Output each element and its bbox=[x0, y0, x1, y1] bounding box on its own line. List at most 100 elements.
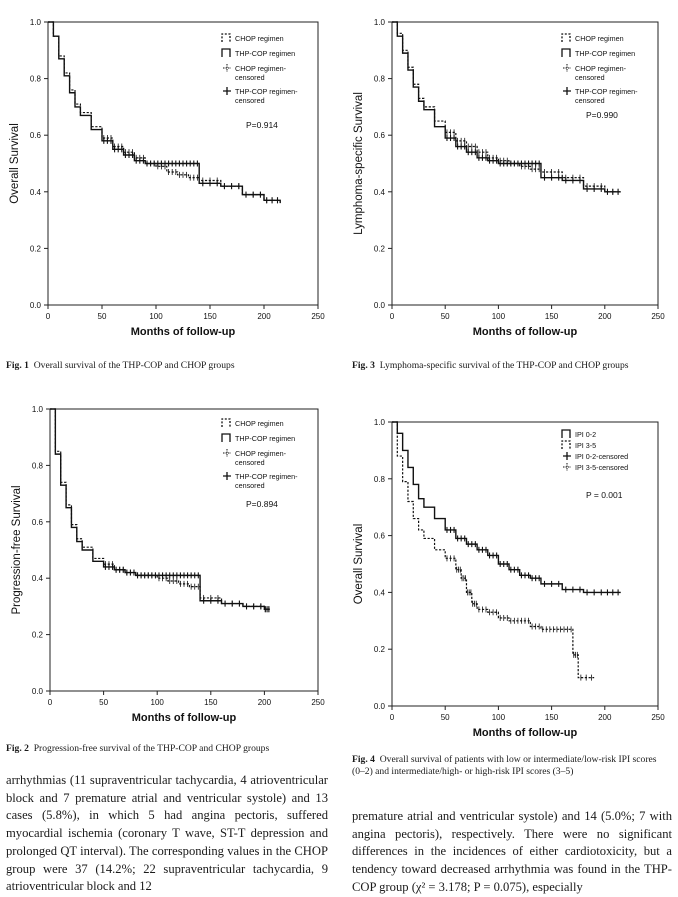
figure-1-plot: 0.0 0.2 0.4 0.6 0.8 1.0 0 50 100 150 200 250 Months … bbox=[0, 0, 330, 350]
x-tick-label: 0 bbox=[390, 312, 395, 321]
legend-censor-plus-icon bbox=[563, 452, 571, 460]
caption-fig4-label: Fig. 4 bbox=[352, 754, 375, 765]
legend-label: censored bbox=[235, 481, 265, 490]
legend: CHOP regimen THP-COP regimen CHOP regimen-… bbox=[561, 33, 638, 105]
y-tick-label: 0.2 bbox=[374, 244, 386, 253]
figure-2-plot: 0.0 0.2 0.4 0.6 0.8 1.0 0 50 100 150 200 250 Months … bbox=[0, 395, 330, 730]
y-axis-label: Overall Survival bbox=[9, 123, 21, 204]
legend-label: THP-COP regimen bbox=[575, 49, 635, 58]
y-tick-label: 0.0 bbox=[374, 702, 386, 711]
legend-label: censored bbox=[235, 458, 265, 467]
y-tick-label: 0.2 bbox=[32, 631, 44, 640]
x-tick-label: 100 bbox=[492, 713, 506, 722]
caption-fig2-label: Fig. 2 bbox=[6, 743, 29, 754]
legend-label: THP-COP regimen bbox=[235, 434, 295, 443]
caption-fig4: Fig. 4 Overall survival of patients with… bbox=[352, 754, 670, 778]
plot-frame bbox=[49, 408, 319, 692]
caption-fig2-text: Progression-free survival of the THP-COP… bbox=[33, 743, 270, 754]
legend-label: IPI 0-2 bbox=[575, 430, 596, 439]
y-tick-label: 0.8 bbox=[32, 461, 44, 470]
legend-censor-plus-icon bbox=[223, 87, 231, 95]
legend-label: CHOP regimen- bbox=[575, 64, 627, 73]
figure-3-plot: 0.0 0.2 0.4 0.6 0.8 1.0 0 50 100 150 200 250 Months … bbox=[340, 0, 670, 350]
survival-curve-1 bbox=[392, 421, 595, 679]
survival-curve-0 bbox=[392, 21, 621, 193]
x-tick-label: 50 bbox=[98, 312, 107, 321]
y-tick-label: 0.8 bbox=[374, 475, 386, 484]
x-tick-label: 250 bbox=[311, 698, 325, 707]
legend-label: CHOP regimen- bbox=[235, 64, 287, 73]
x-tick-label: 100 bbox=[149, 312, 163, 321]
figure-2-svg: 0.0 0.2 0.4 0.6 0.8 1.0 0 50 100 150 200 250 Months … bbox=[11, 405, 325, 724]
y-tick-label: 0.6 bbox=[32, 518, 44, 527]
figure-4-plot: 0.0 0.2 0.4 0.6 0.8 1.0 0 50 100 150 200 250 Months … bbox=[340, 410, 670, 745]
legend-line-sample bbox=[561, 440, 571, 449]
p-value-label: P=0.914 bbox=[246, 120, 278, 130]
body-text-right: premature atrial and ventricular systole… bbox=[352, 809, 672, 894]
y-tick-label: 0.6 bbox=[374, 131, 386, 140]
y-tick-label: 0.0 bbox=[32, 687, 44, 696]
plot-frame bbox=[391, 421, 659, 707]
y-tick-label: 1.0 bbox=[374, 418, 386, 427]
legend-label: THP-COP regimen- bbox=[235, 87, 298, 96]
survival-curve-1 bbox=[392, 21, 621, 193]
legend-line-sample bbox=[561, 33, 571, 42]
legend-label: THP-COP regimen bbox=[235, 49, 295, 58]
legend-label: IPI 0-2-censored bbox=[575, 452, 628, 461]
y-axis-label: Lymphoma-specific Survival bbox=[353, 92, 365, 235]
y-axis-label: Progression-free Survival bbox=[11, 485, 23, 614]
p-value-label: P=0.990 bbox=[586, 110, 618, 120]
legend-line-sample bbox=[221, 418, 231, 427]
caption-fig3-text: Lymphoma-specific survival of the THP-CO… bbox=[379, 360, 629, 371]
y-tick-label: 0.4 bbox=[30, 188, 42, 197]
caption-fig4-text: Overall survival of patients with low or… bbox=[352, 754, 657, 777]
legend-censor-dotted-icon bbox=[563, 64, 571, 72]
x-axis-label: Months of follow-up bbox=[131, 326, 236, 338]
x-tick-label: 250 bbox=[311, 312, 325, 321]
y-tick-label: 0.4 bbox=[374, 188, 386, 197]
y-tick-label: 1.0 bbox=[32, 405, 44, 414]
x-tick-label: 250 bbox=[651, 713, 665, 722]
survival-curve-1 bbox=[48, 21, 281, 204]
plot-frame bbox=[47, 21, 319, 306]
x-tick-label: 50 bbox=[441, 713, 450, 722]
legend: CHOP regimen THP-COP regimen CHOP regimen-… bbox=[221, 33, 298, 105]
y-tick-label: 0.2 bbox=[374, 645, 386, 654]
caption-fig2: Fig. 2 Progression-free survival of the … bbox=[6, 743, 330, 755]
x-tick-label: 150 bbox=[204, 698, 218, 707]
legend-line-sample bbox=[221, 48, 231, 57]
legend-line-sample bbox=[221, 33, 231, 42]
x-tick-label: 250 bbox=[651, 312, 665, 321]
body-text-left: arrhythmias (11 supraventricular tachyca… bbox=[6, 773, 328, 894]
x-tick-label: 0 bbox=[390, 713, 395, 722]
legend-label: IPI 3-5 bbox=[575, 441, 596, 450]
y-axis-label: Overall Survival bbox=[353, 524, 365, 605]
plot-frame bbox=[391, 21, 659, 306]
legend: IPI 0-2 IPI 3-5 IPI 0-2-censored IPI 3-5-ce… bbox=[561, 429, 628, 472]
x-axis-label: Months of follow-up bbox=[473, 727, 578, 739]
x-axis-label: Months of follow-up bbox=[132, 712, 237, 724]
x-tick-label: 0 bbox=[46, 312, 51, 321]
survival-curve-0 bbox=[392, 421, 621, 594]
legend-label: censored bbox=[575, 96, 605, 105]
legend-label: censored bbox=[575, 73, 605, 82]
x-tick-label: 50 bbox=[99, 698, 108, 707]
y-tick-label: 0.6 bbox=[30, 131, 42, 140]
p-value-label: P = 0.001 bbox=[586, 490, 623, 500]
y-tick-label: 1.0 bbox=[374, 18, 386, 27]
x-tick-label: 150 bbox=[545, 713, 559, 722]
caption-fig1: Fig. 1 Overall survival of the THP-COP a… bbox=[6, 360, 326, 372]
legend-line-sample bbox=[221, 433, 231, 442]
y-tick-label: 0.0 bbox=[374, 301, 386, 310]
legend-label: CHOP regimen- bbox=[235, 449, 287, 458]
legend-censor-dotted-icon bbox=[563, 463, 571, 471]
legend-label: censored bbox=[235, 96, 265, 105]
legend-line-sample bbox=[561, 48, 571, 57]
y-tick-label: 0.6 bbox=[374, 532, 386, 541]
legend-label: CHOP regimen bbox=[235, 419, 284, 428]
x-tick-label: 0 bbox=[48, 698, 53, 707]
y-tick-label: 0.0 bbox=[30, 301, 42, 310]
legend-label: CHOP regimen bbox=[575, 34, 624, 43]
caption-fig1-label: Fig. 1 bbox=[6, 360, 29, 371]
x-tick-label: 200 bbox=[257, 312, 271, 321]
